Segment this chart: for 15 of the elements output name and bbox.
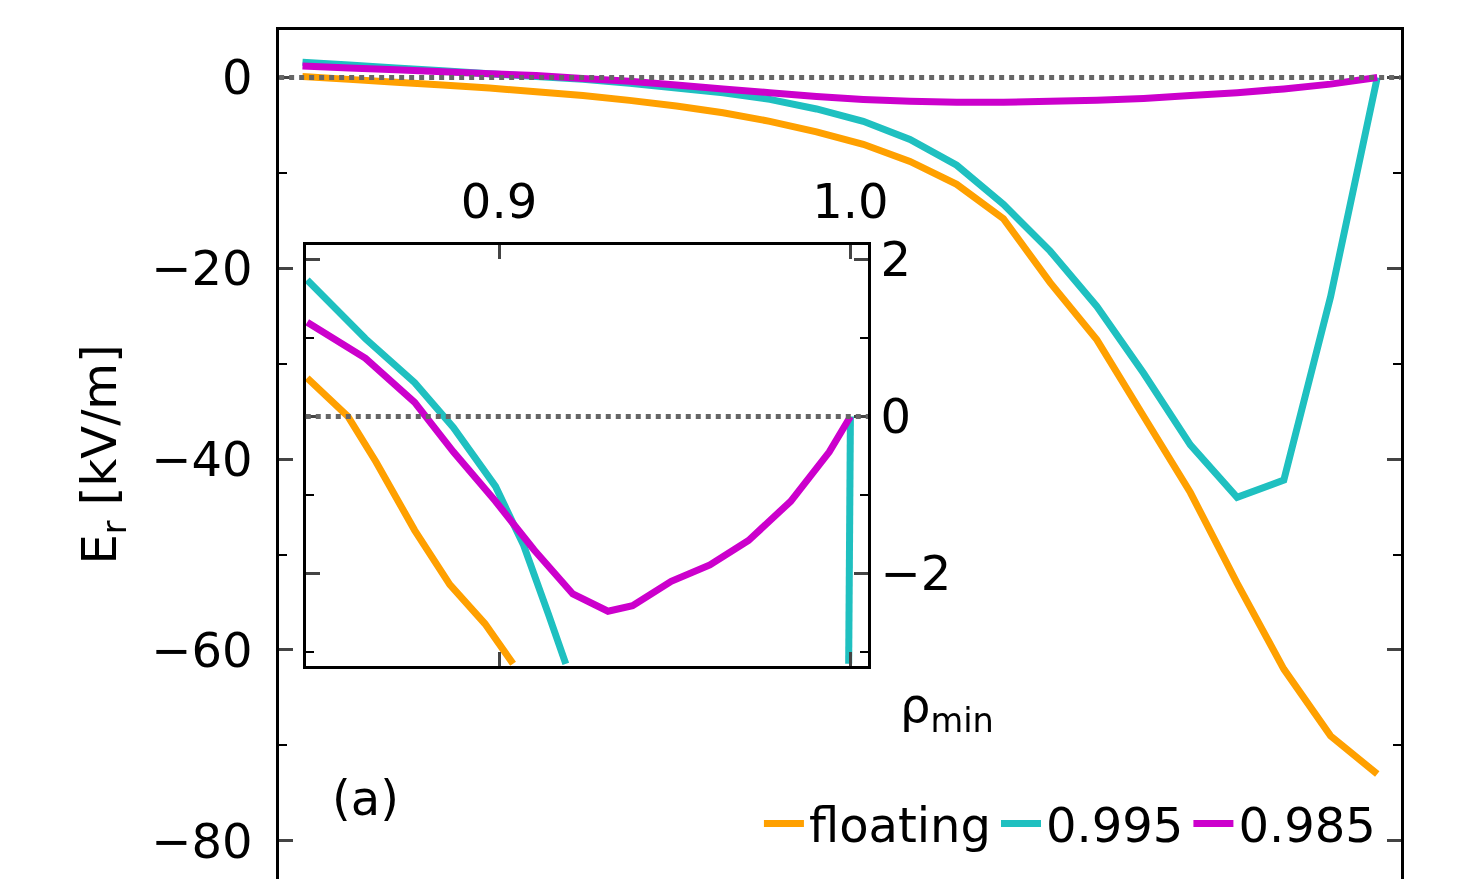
- annotation: (a): [332, 770, 399, 826]
- x-tick-label: 1.0: [812, 173, 889, 230]
- y-tick-label: 0: [221, 49, 253, 106]
- y-tick-label: −2: [880, 545, 952, 602]
- x-axis-title: ρ$_{min}$: [900, 677, 994, 741]
- y-tick-label: 2: [880, 231, 912, 288]
- y-tick-label: −60: [151, 621, 253, 678]
- y-tick-label: −40: [151, 430, 253, 487]
- y-tick-label: −20: [151, 240, 253, 297]
- legend-label: 0.985: [1238, 797, 1376, 854]
- legend-label: 0.995: [1045, 797, 1184, 854]
- y-tick-label: −80: [151, 812, 253, 869]
- y-tick-label: 0: [880, 388, 912, 445]
- legend-label: floating: [808, 797, 991, 854]
- x-tick-label: 0.9: [460, 173, 538, 230]
